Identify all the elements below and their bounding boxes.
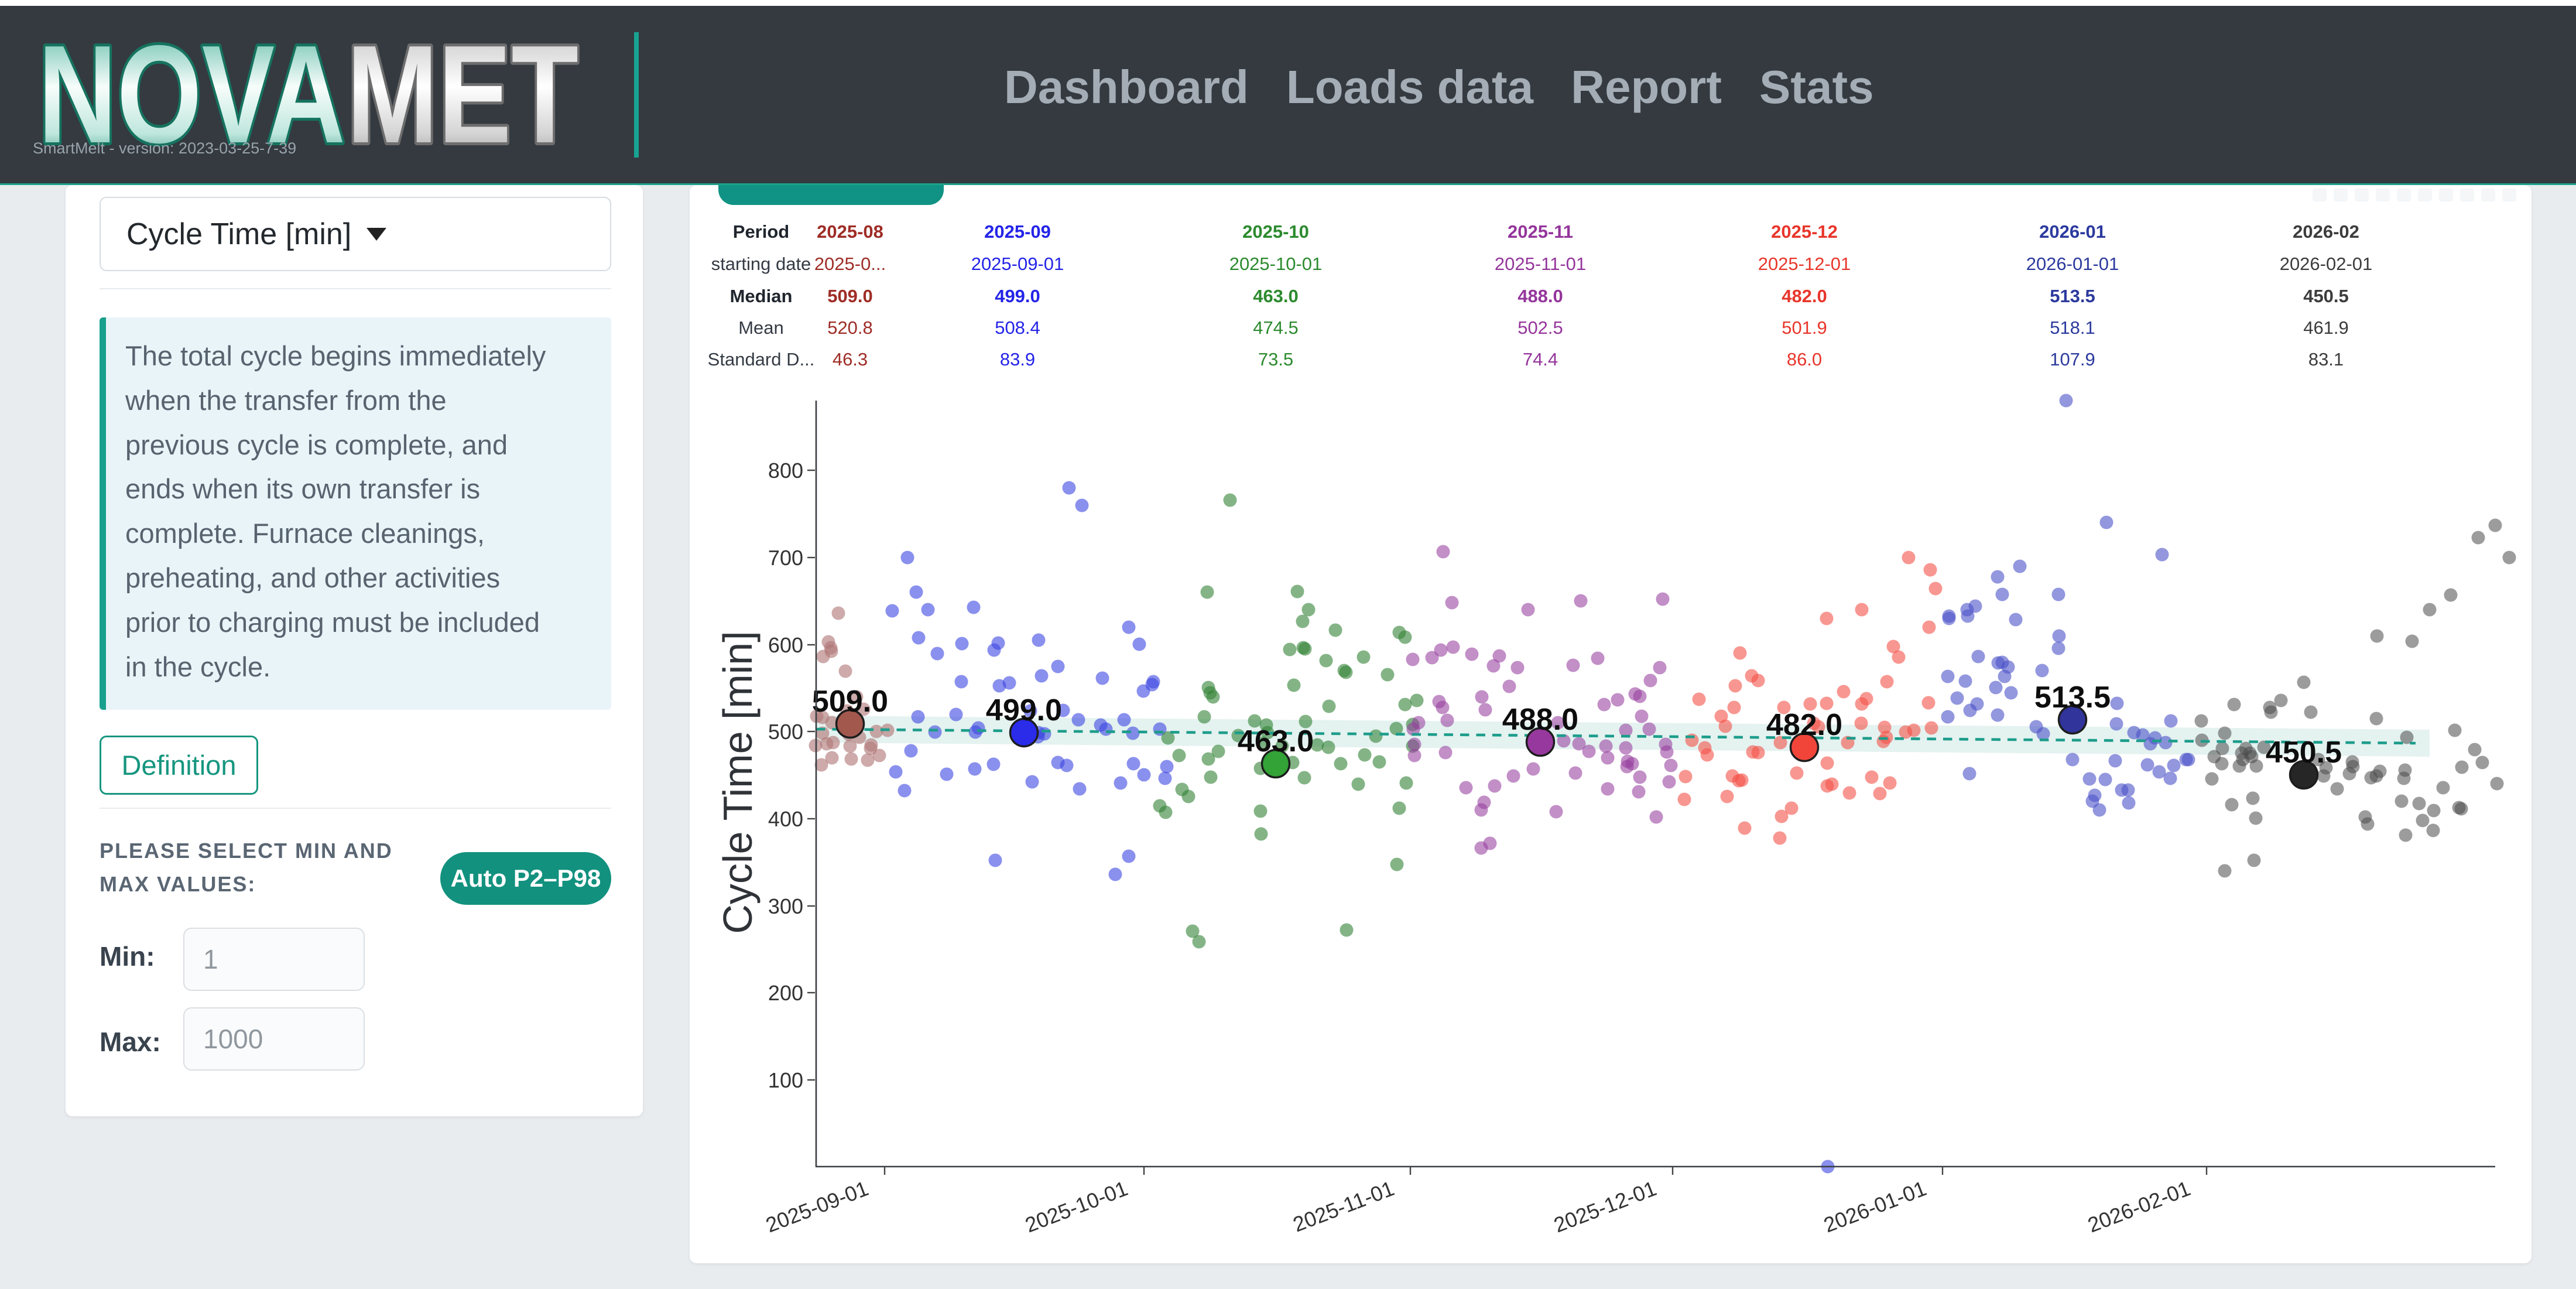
svg-text:MET: MET bbox=[347, 27, 578, 167]
svg-text:NOVA: NOVA bbox=[38, 27, 345, 167]
